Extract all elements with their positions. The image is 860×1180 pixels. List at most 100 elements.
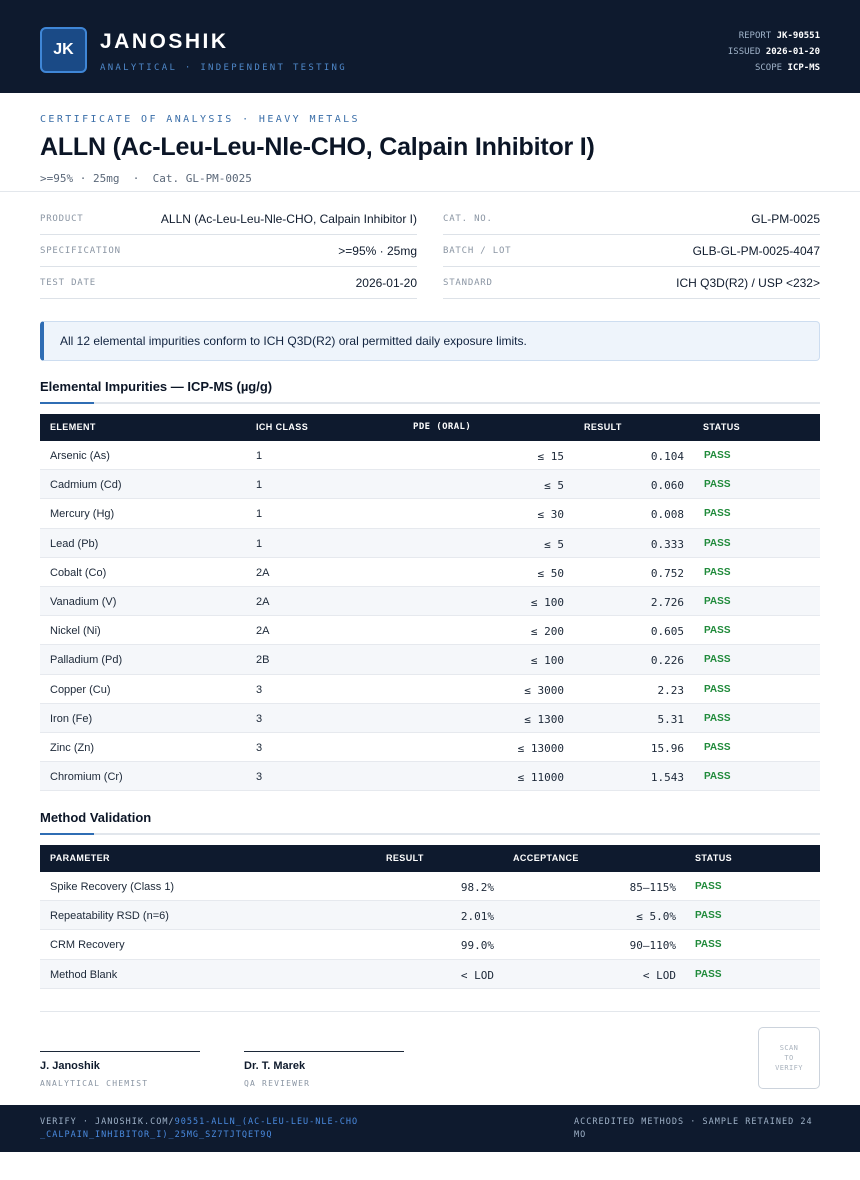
cell-element: Nickel (Ni) bbox=[50, 625, 101, 638]
cell-parameter: Repeatability RSD (n=6) bbox=[50, 910, 169, 923]
status-badge: PASS bbox=[695, 910, 722, 922]
info-value: GL-PM-0025 bbox=[751, 211, 820, 226]
cell-ich-class: 2B bbox=[256, 654, 270, 667]
verify-link[interactable]: 90551-ALLN_(AC-LEU-LEU-NLE-CHO_CALPAIN_I… bbox=[40, 1117, 359, 1140]
section-rule bbox=[40, 402, 820, 404]
cell-parameter: Spike Recovery (Class 1) bbox=[50, 881, 175, 893]
info-value: 2026-01-20 bbox=[355, 275, 417, 290]
cell-element: Zinc (Zn) bbox=[50, 741, 94, 754]
table-row: Mercury (Hg) 1 ≤ 30 0.008 PASS bbox=[40, 499, 820, 529]
table-row: Chromium (Cr) 3 ≤ 11000 1.543 PASS bbox=[40, 762, 820, 792]
cell-pde: ≤ 13000 bbox=[517, 741, 564, 755]
brand-name: JANOSHIK bbox=[100, 30, 229, 53]
table-row: Method Blank < LOD < LOD PASS bbox=[40, 959, 820, 989]
col-parameter: PARAMETER bbox=[50, 853, 110, 863]
cell-ich-class: 3 bbox=[256, 712, 263, 725]
cell-pde: ≤ 200 bbox=[530, 625, 564, 639]
status-badge: PASS bbox=[704, 712, 731, 724]
cell-pde: ≤ 5 bbox=[544, 537, 564, 551]
signature-role: QA REVIEWER bbox=[244, 1079, 311, 1088]
col-result: RESULT bbox=[584, 422, 622, 432]
cell-parameter: CRM Recovery bbox=[50, 939, 125, 952]
col-pde: PDE (ORAL) bbox=[413, 422, 472, 432]
cell-pde: ≤ 1300 bbox=[524, 712, 564, 726]
info-label: PRODUCT bbox=[40, 213, 84, 224]
cell-result: 1.543 bbox=[650, 771, 684, 785]
status-badge: PASS bbox=[704, 479, 731, 491]
cell-pde: ≤ 100 bbox=[530, 654, 564, 668]
cell-ich-class: 3 bbox=[256, 771, 263, 784]
issued-line: ISSUED 2026-01-20 bbox=[727, 47, 820, 57]
cell-result: 2.23 bbox=[657, 683, 685, 697]
cell-result: 2.01% bbox=[460, 910, 494, 924]
cell-element: Iron (Fe) bbox=[50, 712, 93, 725]
info-label: TEST DATE bbox=[40, 277, 96, 288]
cell-element: Cadmium (Cd) bbox=[50, 479, 122, 492]
status-badge: PASS bbox=[695, 968, 722, 980]
scope-line: SCOPE ICP-MS bbox=[754, 63, 820, 73]
signature-role: ANALYTICAL CHEMIST bbox=[40, 1079, 149, 1088]
report-footer: VERIFY · JANOSHIK.COM/90551-ALLN_(AC-LEU… bbox=[0, 1105, 860, 1152]
cell-pde: ≤ 11000 bbox=[517, 771, 564, 785]
info-label: STANDARD bbox=[443, 277, 493, 288]
cell-result: 0.226 bbox=[650, 654, 684, 668]
cell-result: 0.104 bbox=[650, 450, 684, 463]
status-badge: PASS bbox=[704, 537, 731, 549]
table-body: Arsenic (As) 1 ≤ 15 0.104 PASS Cadmium (Cd) 1 ≤… bbox=[40, 441, 820, 792]
cell-ich-class: 3 bbox=[256, 683, 263, 696]
cell-result: < LOD bbox=[460, 968, 494, 982]
status-badge: PASS bbox=[704, 595, 731, 607]
col-status: STATUS bbox=[703, 422, 741, 432]
status-badge: PASS bbox=[704, 508, 731, 520]
signature-name: J. Janoshik bbox=[40, 1060, 100, 1072]
info-test-date: TEST DATE 2026-01-20 bbox=[40, 267, 417, 299]
cell-result: 0.333 bbox=[650, 537, 684, 551]
conformance-callout: All 12 elemental impurities conform to I… bbox=[40, 321, 820, 361]
report-meta: REPORT JK-90551 ISSUED 2026-01-20 SCOPE … bbox=[728, 28, 820, 76]
info-standard: STANDARD ICH Q3D(R2) / USP <232> bbox=[443, 267, 820, 299]
table-row: Repeatability RSD (n=6) 2.01% ≤ 5.0% PASS bbox=[40, 901, 820, 931]
info-product: PRODUCT ALLN (Ac-Leu-Leu-Nle-CHO, Calpai… bbox=[40, 203, 417, 235]
col-element: ELEMENT bbox=[50, 422, 96, 432]
table-row: Copper (Cu) 3 ≤ 3000 2.23 PASS bbox=[40, 675, 820, 704]
signature-block: J. Janoshik ANALYTICAL CHEMIST bbox=[40, 1051, 200, 1088]
report-id-line: REPORT JK-90551 bbox=[738, 31, 820, 41]
cell-element: Lead (Pb) bbox=[50, 537, 99, 550]
table-row: Arsenic (As) 1 ≤ 15 0.104 PASS bbox=[40, 441, 820, 471]
info-specification: SPECIFICATION >=95% · 25mg bbox=[40, 235, 417, 267]
col-status: STATUS bbox=[695, 853, 733, 863]
info-label: SPECIFICATION bbox=[40, 245, 121, 256]
info-batch: BATCH / LOT GLB-GL-PM-0025-4047 bbox=[443, 235, 820, 267]
cell-result: 0.008 bbox=[650, 508, 684, 522]
status-badge: PASS bbox=[704, 625, 731, 637]
cell-ich-class: 1 bbox=[256, 450, 263, 462]
logo: JK bbox=[40, 27, 87, 73]
table-row: Nickel (Ni) 2A ≤ 200 0.605 PASS bbox=[40, 616, 820, 646]
info-value: GLB-GL-PM-0025-4047 bbox=[692, 243, 820, 258]
table-row: Lead (Pb) 1 ≤ 5 0.333 PASS bbox=[40, 528, 820, 558]
table-row: Spike Recovery (Class 1) 98.2% 85–115% PASS bbox=[40, 872, 820, 902]
cell-result: 99.0% bbox=[460, 939, 494, 953]
cell-result: 98.2% bbox=[460, 881, 494, 894]
col-acceptance: ACCEPTANCE bbox=[513, 853, 579, 863]
cell-element: Palladium (Pd) bbox=[50, 654, 123, 667]
table-header: ELEMENT ICH CLASS PDE (ORAL) RESULT STAT… bbox=[40, 414, 820, 441]
scan-to-verify-stamp[interactable]: SCAN TO VERIFY bbox=[758, 1027, 820, 1089]
cell-pde: ≤ 5 bbox=[544, 479, 564, 493]
cell-result: 2.726 bbox=[650, 595, 684, 609]
signature-name: Dr. T. Marek bbox=[244, 1060, 306, 1072]
status-badge: PASS bbox=[695, 939, 722, 951]
cell-element: Chromium (Cr) bbox=[50, 771, 123, 784]
cell-element: Vanadium (V) bbox=[50, 595, 117, 608]
cell-ich-class: 2A bbox=[256, 566, 270, 579]
document-kicker: CERTIFICATE OF ANALYSIS · HEAVY METALS bbox=[40, 114, 360, 125]
section-divider bbox=[0, 191, 860, 192]
report-id: JK-90551 bbox=[776, 31, 820, 41]
cell-acceptance: 85–115% bbox=[629, 881, 676, 894]
table-row: Cadmium (Cd) 1 ≤ 5 0.060 PASS bbox=[40, 470, 820, 500]
cell-element: Arsenic (As) bbox=[50, 450, 110, 462]
footer-note: ACCREDITED METHODS · SAMPLE RETAINED 24 … bbox=[574, 1117, 813, 1140]
cell-pde: ≤ 100 bbox=[530, 595, 564, 609]
cell-pde: ≤ 15 bbox=[537, 450, 565, 463]
status-badge: PASS bbox=[704, 771, 731, 783]
